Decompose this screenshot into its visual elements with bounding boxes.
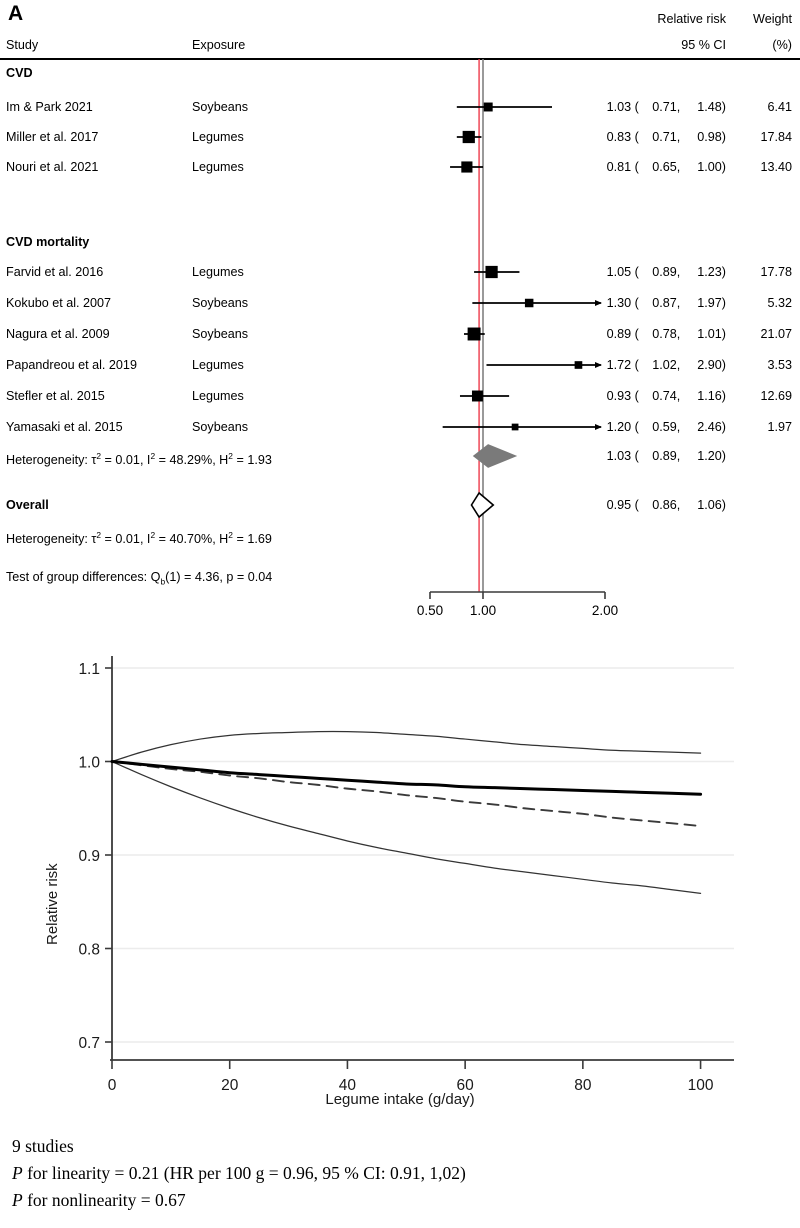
y-axis-title: Relative risk [44,863,61,945]
study-nagura-2009-point-estimate-marker [467,327,481,341]
row-weight: 3.53 [767,358,792,372]
header-exposure: Exposure [192,38,246,52]
row-estimate: 1.72 (1.02, 2.90) [606,358,726,372]
dose-response-panel: 0.7 0.8 0.9 1.0 1.1 0 20 40 60 80 100 Relative ris… [0,625,800,1125]
study-yamasaki-2015-point-estimate-marker [511,423,519,431]
series-line [111,760,702,827]
row-exposure: Legumes [192,358,244,372]
y-tick-label: 1.0 [78,755,100,772]
study-papandreou-2019-point-estimate-marker [574,361,583,369]
row-exposure: Soybeans [192,296,249,310]
row-estimate: 0.89 (0.78, 1.01) [606,327,726,341]
overall-estimate: 0.95 (0.86, 1.06) [606,498,726,512]
row-weight: 13.40 [760,160,792,174]
forest-x-tick-label: 0.50 [417,603,443,618]
header-weight-units: (%) [772,38,792,52]
row-estimate: 1.20 (0.59, 2.46) [606,420,726,434]
y-tick-label: 0.9 [78,848,100,865]
study-kokubo-2007-point-estimate-marker [524,298,534,308]
row-exposure: Legumes [192,265,244,279]
study-im-park-2021-point-estimate-marker [483,102,493,112]
study-miller-2017-point-estimate-marker [462,130,475,144]
study-nouri-2021-point-estimate-marker [461,161,473,173]
x-tick-label: 60 [457,1077,475,1094]
series-line [110,760,703,796]
row-exposure: Soybeans [192,420,249,434]
row-weight: 12.69 [760,389,792,403]
y-tick-label: 1.1 [78,661,100,678]
row-exposure: Soybeans [192,100,249,114]
row-estimate: 1.03 (0.71, 1.48) [606,100,726,114]
forest-plot-panel: Relative risk 95 % CI Weight (%) Study E… [0,12,800,618]
row-exposure: Soybeans [192,327,249,341]
overall-label: Overall [6,498,49,512]
row-estimate: 0.81 (0.65, 1.00) [606,160,726,174]
x-axis-title: Legume intake (g/day) [325,1091,475,1108]
header-ci: 95 % CI [681,38,726,52]
row-weight: 17.78 [760,265,792,279]
dose-response-graphic-layer: 0.7 0.8 0.9 1.0 1.1 0 20 40 60 80 100 [78,656,734,1094]
x-tick-label: 100 [688,1077,714,1094]
row-exposure: Legumes [192,160,244,174]
row-study: Yamasaki et al. 2015 [6,420,123,434]
forest-x-tick-label: 2.00 [592,603,618,618]
subgroup-summary-diamond [472,444,518,468]
row-estimate: 1.30 (0.87, 1.97) [606,296,726,310]
overall-summary-diamond [470,491,495,519]
row-study: Kokubo et al. 2007 [6,296,112,310]
row-exposure: Legumes [192,130,244,144]
row-weight: 17.84 [760,130,792,144]
forest-graphic-layer: 0.50 1.00 2.00 [417,59,618,618]
row-study: Im & Park 2021 [6,100,93,114]
row-weight: 21.07 [760,327,792,341]
header-study: Study [6,38,39,52]
row-study: Nouri et al. 2021 [6,160,99,174]
subgroup-estimate: 1.03 (0.89, 1.20) [606,449,726,463]
group-label-cvd-mortality: CVD mortality [6,235,90,249]
group-label-cvd: CVD [6,66,33,80]
row-estimate: 1.05 (0.89, 1.23) [606,265,726,279]
header-divider [0,58,800,60]
x-tick-label: 40 [339,1077,357,1094]
row-study: Farvid et al. 2016 [6,265,104,279]
row-exposure: Legumes [192,389,244,403]
overall-heterogeneity: Heterogeneity: τ2 = 0.01, I2 = 40.70%, H… [6,530,272,547]
footnote-nonlinearity: P for nonlinearity = 0.67 [12,1190,186,1210]
row-weight: 1.97 [767,420,792,434]
footnote-studies: 9 studies [12,1136,74,1156]
row-weight: 5.32 [767,296,792,310]
row-study: Nagura et al. 2009 [6,327,110,341]
subgroup-heterogeneity: Heterogeneity: τ2 = 0.01, I2 = 48.29%, H… [6,451,272,468]
forest-x-tick-label: 1.00 [470,603,496,618]
footnote-linearity: P for linearity = 0.21 (HR per 100 g = 0… [12,1163,466,1183]
study-farvid-2016-point-estimate-marker [485,265,498,279]
row-weight: 6.41 [767,100,792,114]
x-tick-label: 0 [108,1077,117,1094]
header-weight: Weight [753,12,792,26]
series-line [111,760,702,894]
row-estimate: 0.83 (0.71, 0.98) [606,130,726,144]
y-tick-label: 0.7 [78,1035,100,1052]
row-study: Papandreou et al. 2019 [6,358,137,372]
header-relative-risk: Relative risk [657,12,726,26]
y-tick-label: 0.8 [78,942,100,959]
x-tick-label: 80 [574,1077,592,1094]
panel-letter: A [8,2,24,25]
row-study: Stefler et al. 2015 [6,389,105,403]
series-line [111,730,702,763]
row-estimate: 0.93 (0.74, 1.16) [606,389,726,403]
row-study: Miller et al. 2017 [6,130,99,144]
x-tick-label: 20 [221,1077,239,1094]
study-stefler-2015-point-estimate-marker [471,390,483,402]
group-difference-test: Test of group differences: Qb(1) = 4.36,… [6,570,273,587]
